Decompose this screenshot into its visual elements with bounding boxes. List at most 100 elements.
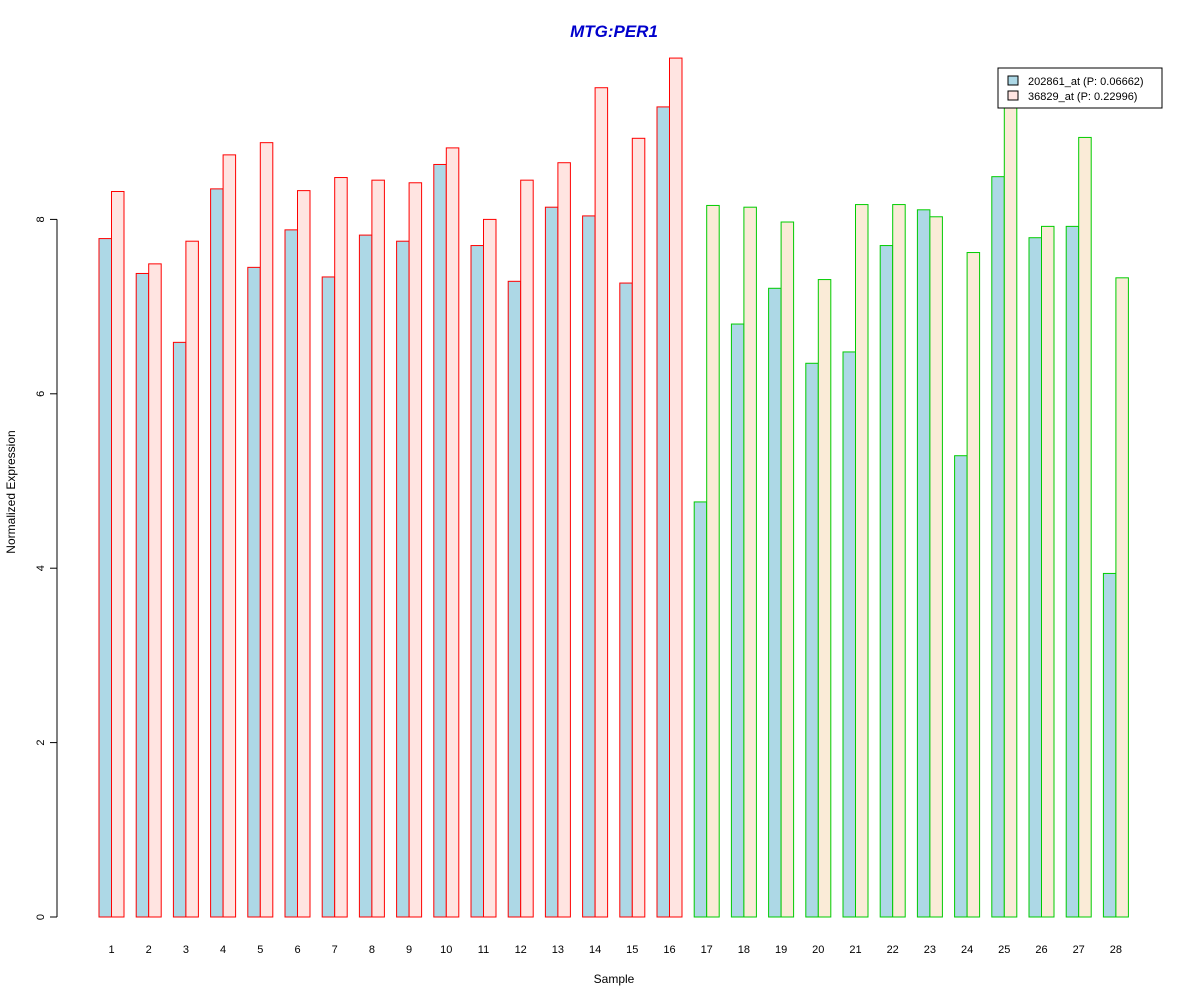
bar-series2 (371, 179, 385, 918)
bar-series1 (247, 266, 261, 918)
y-tick-label: 4 (35, 565, 47, 571)
bars-group (98, 57, 1129, 918)
x-tick-label: 6 (294, 944, 300, 956)
legend-box (997, 67, 1163, 109)
bar-series1 (358, 234, 373, 918)
bar-series1 (619, 282, 633, 918)
x-tick-label: 13 (552, 944, 564, 956)
bar-series2 (1115, 277, 1129, 918)
bar-series2 (259, 142, 274, 918)
x-tick-label: 11 (478, 944, 489, 956)
bar-series2 (408, 182, 423, 918)
bar-series2 (743, 206, 757, 918)
bar-series2 (669, 57, 683, 918)
bar-series1 (1028, 237, 1042, 918)
bar-series1 (321, 276, 336, 918)
x-tick-label: 17 (701, 944, 713, 956)
x-tick-label: 16 (663, 944, 675, 956)
x-tick-label: 2 (146, 944, 152, 956)
bar-series1 (396, 240, 410, 918)
bar-series2 (855, 204, 869, 918)
bar-series2 (817, 279, 832, 918)
bar-series2 (1041, 225, 1055, 918)
bar-series2 (445, 147, 460, 918)
x-tick-label: 1 (108, 944, 114, 956)
bar-series1 (730, 323, 745, 918)
x-tick-label: 24 (961, 944, 973, 956)
bar-series2 (1078, 136, 1092, 918)
bar-series1 (544, 206, 559, 918)
bar-series2 (631, 137, 646, 918)
bar-series1 (433, 163, 447, 918)
bar-series2 (892, 204, 906, 918)
bar-series2 (222, 154, 237, 918)
y-axis-title: Normalized Expression (4, 430, 18, 553)
x-tick-label: 18 (738, 944, 750, 956)
bar-series1 (1102, 572, 1117, 918)
x-tick-label: 28 (1110, 944, 1122, 956)
bar-series1 (693, 501, 708, 918)
legend: 202861_at (P: 0.06662) 36829_at (P: 0.22… (997, 67, 1163, 109)
x-tick-label: 21 (849, 944, 861, 956)
bar-series1 (656, 106, 670, 918)
x-tick-label: 8 (369, 944, 375, 956)
y-axis: 0 2 4 6 8 (35, 216, 58, 920)
bar-series2 (297, 190, 311, 918)
bar-series2 (557, 162, 571, 918)
y-tick-label: 8 (35, 216, 47, 222)
bar-series1 (284, 229, 298, 918)
bar-series2 (1003, 101, 1018, 918)
bar-series1 (842, 351, 856, 918)
x-tick-label: 27 (1073, 944, 1085, 956)
legend-label: 202861_at (P: 0.06662) (1028, 76, 1144, 88)
x-tick-label: 19 (775, 944, 787, 956)
bar-series1 (954, 455, 968, 918)
bar-series1 (210, 188, 224, 918)
x-axis-tick-labels: 1 2 3 4 5 6 7 8 9 10 11 12 13 14 15 16 17 18 19 20 21 22 23 24 2… (108, 944, 1122, 956)
bar-series2 (520, 179, 534, 918)
x-tick-label: 7 (332, 944, 338, 956)
bar-series2 (966, 252, 981, 918)
bar-series2 (334, 177, 348, 918)
x-tick-label: 23 (924, 944, 936, 956)
bar-series2 (780, 221, 795, 918)
bar-series1 (991, 176, 1005, 918)
x-tick-label: 9 (406, 944, 412, 956)
bar-series1 (805, 362, 819, 918)
bar-series1 (135, 272, 150, 918)
y-tick-label: 2 (35, 740, 47, 746)
x-tick-label: 20 (812, 944, 824, 956)
x-axis-title: Sample (594, 972, 635, 986)
y-tick-label: 6 (35, 391, 47, 397)
bar-series1 (507, 280, 522, 918)
x-tick-label: 14 (589, 944, 601, 956)
bar-series1 (916, 209, 931, 918)
x-tick-label: 26 (1035, 944, 1047, 956)
x-tick-label: 4 (220, 944, 226, 956)
x-tick-label: 10 (440, 944, 452, 956)
legend-swatch (1007, 75, 1019, 86)
bar-series1 (1065, 225, 1080, 918)
y-tick-label: 0 (35, 914, 47, 920)
bar-series1 (470, 245, 484, 918)
bar-series2 (148, 263, 162, 918)
bar-series1 (768, 287, 782, 918)
legend-label: 36829_at (P: 0.22996) (1028, 91, 1137, 103)
bar-series1 (98, 238, 112, 918)
bar-series1 (172, 341, 187, 918)
legend-swatch (1007, 90, 1019, 101)
bar-series1 (582, 215, 596, 918)
x-tick-label: 5 (257, 944, 263, 956)
bar-series2 (929, 216, 943, 918)
x-tick-label: 3 (183, 944, 189, 956)
chart-title: MTG:PER1 (570, 22, 658, 41)
bar-series2 (594, 87, 609, 918)
bar-series2 (111, 190, 125, 918)
x-tick-label: 15 (626, 944, 638, 956)
x-tick-label: 12 (515, 944, 527, 956)
bar-series2 (185, 240, 199, 918)
bar-series1 (879, 245, 894, 918)
bar-series2 (706, 204, 720, 918)
